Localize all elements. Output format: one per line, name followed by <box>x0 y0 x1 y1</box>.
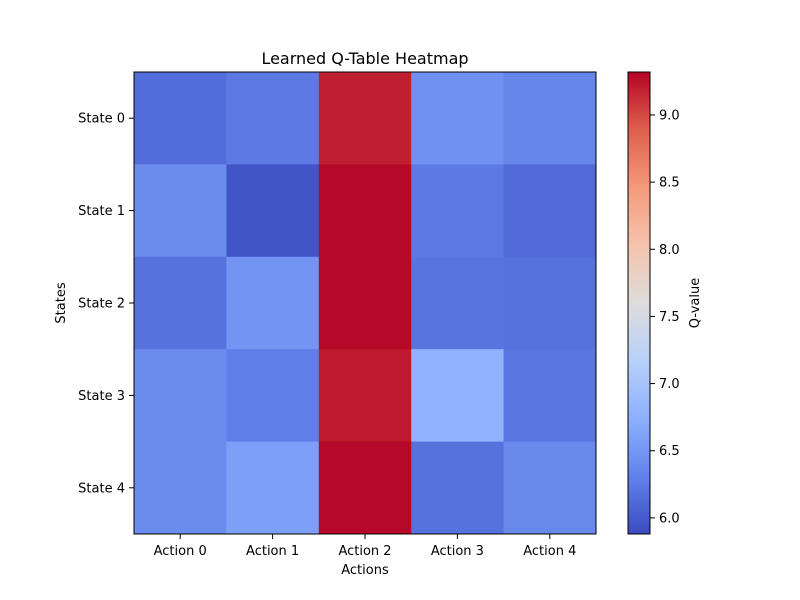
heatmap-cell-1-0 <box>134 164 227 258</box>
heatmap-cell-0-2 <box>318 72 412 165</box>
heatmap-cell-0-3 <box>411 72 505 165</box>
x-tick-label: Action 2 <box>338 544 391 559</box>
y-axis-label: States <box>54 282 69 323</box>
heatmap-cell-2-3 <box>411 256 505 350</box>
heatmap-cell-2-4 <box>503 256 597 350</box>
heatmap-cell-4-2 <box>318 441 412 535</box>
x-tick-label: Action 0 <box>154 544 207 559</box>
heatmap-cell-2-0 <box>134 256 227 350</box>
x-axis-label: Actions <box>341 563 389 578</box>
heatmap-cell-4-3 <box>411 441 505 535</box>
heatmap-cell-3-4 <box>503 349 597 443</box>
heatmap-cell-0-0 <box>134 72 227 165</box>
colorbar <box>627 71 651 535</box>
y-tick-label: State 2 <box>78 297 125 312</box>
colorbar-tick-label: 7.5 <box>659 310 680 325</box>
heatmap-cell-1-3 <box>411 164 505 258</box>
colorbar-tick-label: 8.0 <box>659 243 680 258</box>
colorbar-label: Q-value <box>688 278 703 328</box>
heatmap-cell-2-2 <box>318 256 412 350</box>
y-tick-label: State 3 <box>78 389 125 404</box>
colorbar-tick-label: 7.0 <box>659 377 680 392</box>
heatmap-cell-3-2 <box>318 349 412 443</box>
heatmap-cell-1-1 <box>226 164 320 258</box>
heatmap-cell-1-2 <box>318 164 412 258</box>
heatmap-cell-4-1 <box>226 441 320 535</box>
heatmap-cells <box>134 72 597 535</box>
heatmap-cell-3-1 <box>226 349 320 443</box>
heatmap-cell-0-4 <box>503 72 597 165</box>
heatmap-cell-0-1 <box>226 72 320 165</box>
x-tick-label: Action 4 <box>523 544 576 559</box>
y-tick-label: State 0 <box>78 112 125 127</box>
heatmap-cell-2-1 <box>226 256 320 350</box>
heatmap-cell-1-4 <box>503 164 597 258</box>
y-tick-label: State 4 <box>78 481 125 496</box>
x-tick-label: Action 3 <box>431 544 484 559</box>
heatmap-cell-3-3 <box>411 349 505 443</box>
y-axis-ticks: State 0 State 1 State 2 State 3 State 4 <box>78 112 134 496</box>
chart-title: Learned Q-Table Heatmap <box>261 49 468 68</box>
y-tick-label: State 1 <box>78 204 125 219</box>
heatmap-cell-4-0 <box>134 441 227 535</box>
colorbar-tick-label: 8.5 <box>659 176 680 191</box>
colorbar-tick-label: 6.0 <box>659 511 680 526</box>
x-tick-label: Action 1 <box>246 544 299 559</box>
colorbar-tick-label: 9.0 <box>659 108 680 123</box>
x-axis-ticks: Action 0 Action 1 Action 2 Action 3 Action 4 <box>154 534 576 559</box>
heatmap-cell-4-4 <box>503 441 597 535</box>
colorbar-ticks: 6.0 6.5 7.0 7.5 8.0 8.5 9.0 <box>650 108 680 526</box>
colorbar-tick-label: 6.5 <box>659 444 680 459</box>
heatmap-cell-3-0 <box>134 349 227 443</box>
